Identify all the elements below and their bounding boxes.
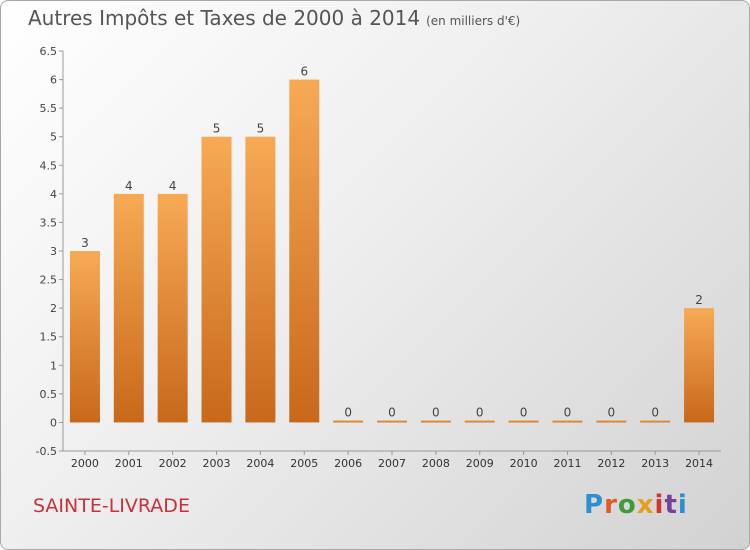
x-tick-label: 2014 — [685, 457, 713, 470]
bar — [245, 136, 276, 423]
logo-letter: r — [604, 490, 618, 520]
data-label: 5 — [257, 122, 265, 136]
y-tick-label: 2.5 — [40, 274, 58, 287]
proxiti-logo[interactable]: Proxiti — [584, 490, 688, 520]
logo-letter: o — [617, 490, 637, 520]
bar — [508, 420, 539, 423]
data-label: 0 — [520, 405, 528, 419]
data-label: 0 — [651, 405, 659, 419]
bar — [684, 308, 715, 423]
bar — [69, 251, 100, 423]
data-label: 6 — [300, 65, 308, 79]
data-label: 0 — [476, 405, 484, 419]
y-tick-label: 6.5 — [40, 45, 58, 58]
data-label: 3 — [81, 236, 89, 250]
bar — [596, 420, 627, 423]
y-tick-label: 3.5 — [40, 216, 58, 229]
y-tick-label: 5 — [50, 131, 57, 144]
logo-letter: t — [664, 490, 678, 520]
x-tick-label: 2013 — [641, 457, 669, 470]
x-tick-label: 2009 — [466, 457, 494, 470]
x-tick-label: 2004 — [246, 457, 274, 470]
x-tick-label: 2007 — [378, 457, 406, 470]
y-tick-label: 0.5 — [40, 388, 58, 401]
chart-title: Autres Impôts et Taxes de 2000 à 2014 (en… — [28, 6, 520, 30]
bar — [289, 79, 320, 423]
y-tick-label: 2 — [50, 302, 57, 315]
x-tick-label: 2012 — [597, 457, 625, 470]
x-tick-label: 2000 — [71, 457, 99, 470]
bar — [420, 420, 451, 423]
bar — [377, 420, 407, 423]
chart-title-main: Autres Impôts et Taxes de 2000 à 2014 — [28, 6, 421, 30]
y-tick-label: 3 — [50, 245, 57, 258]
y-tick-label: -0.5 — [36, 445, 57, 458]
bar — [464, 420, 495, 423]
logo-letter: i — [654, 490, 665, 520]
y-tick-label: 1 — [50, 359, 57, 372]
logo-letter: i — [677, 490, 688, 520]
x-tick-label: 2010 — [510, 457, 538, 470]
y-tick-label: 0 — [50, 416, 57, 429]
y-tick-label: 6 — [50, 74, 57, 87]
x-tick-label: 2008 — [422, 457, 450, 470]
data-label: 0 — [344, 405, 352, 419]
data-label: 0 — [564, 405, 572, 419]
x-tick-label: 2006 — [334, 457, 362, 470]
data-label: 5 — [213, 122, 221, 136]
bar — [157, 193, 188, 423]
chart-title-unit: (en milliers d'€) — [426, 14, 521, 28]
y-tick-label: 1.5 — [40, 331, 58, 344]
y-tick-label: 5.5 — [40, 102, 58, 115]
data-label: 0 — [388, 405, 396, 419]
bar — [113, 193, 144, 423]
data-label: 0 — [608, 405, 616, 419]
bar — [333, 420, 364, 423]
x-tick-label: 2005 — [290, 457, 318, 470]
commune-name: SAINTE-LIVRADE — [33, 495, 190, 517]
data-label: 0 — [432, 405, 440, 419]
x-tick-label: 2001 — [115, 457, 143, 470]
x-tick-label: 2002 — [159, 457, 187, 470]
data-label: 2 — [695, 293, 703, 307]
data-label: 4 — [125, 179, 133, 193]
bar — [552, 420, 583, 423]
y-tick-label: 4.5 — [40, 159, 58, 172]
logo-letter: P — [584, 490, 605, 520]
bar — [640, 420, 671, 423]
data-label: 4 — [169, 179, 177, 193]
logo-letter: x — [636, 490, 655, 520]
bar — [201, 136, 232, 423]
x-tick-label: 2003 — [203, 457, 231, 470]
x-tick-label: 2011 — [553, 457, 581, 470]
y-tick-label: 4 — [50, 188, 57, 201]
